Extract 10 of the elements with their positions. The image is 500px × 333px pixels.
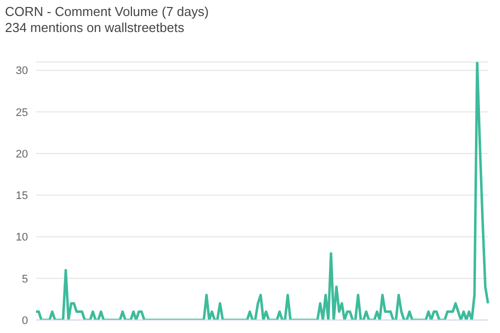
y-tick-label: 30 [16,65,28,78]
chart-subtitle: 234 mentions on wallstreetbets [5,20,186,36]
y-tick-label: 15 [16,190,28,202]
y-tick-label: 25 [16,106,28,119]
y-tick-label: 10 [16,232,28,244]
y-tick-label: 0 [22,314,28,327]
line-series [34,62,490,320]
y-tick-label: 20 [16,148,28,160]
y-tick-label: 5 [22,273,28,286]
chart-title: CORN - Comment Volume (7 days) [5,4,209,20]
